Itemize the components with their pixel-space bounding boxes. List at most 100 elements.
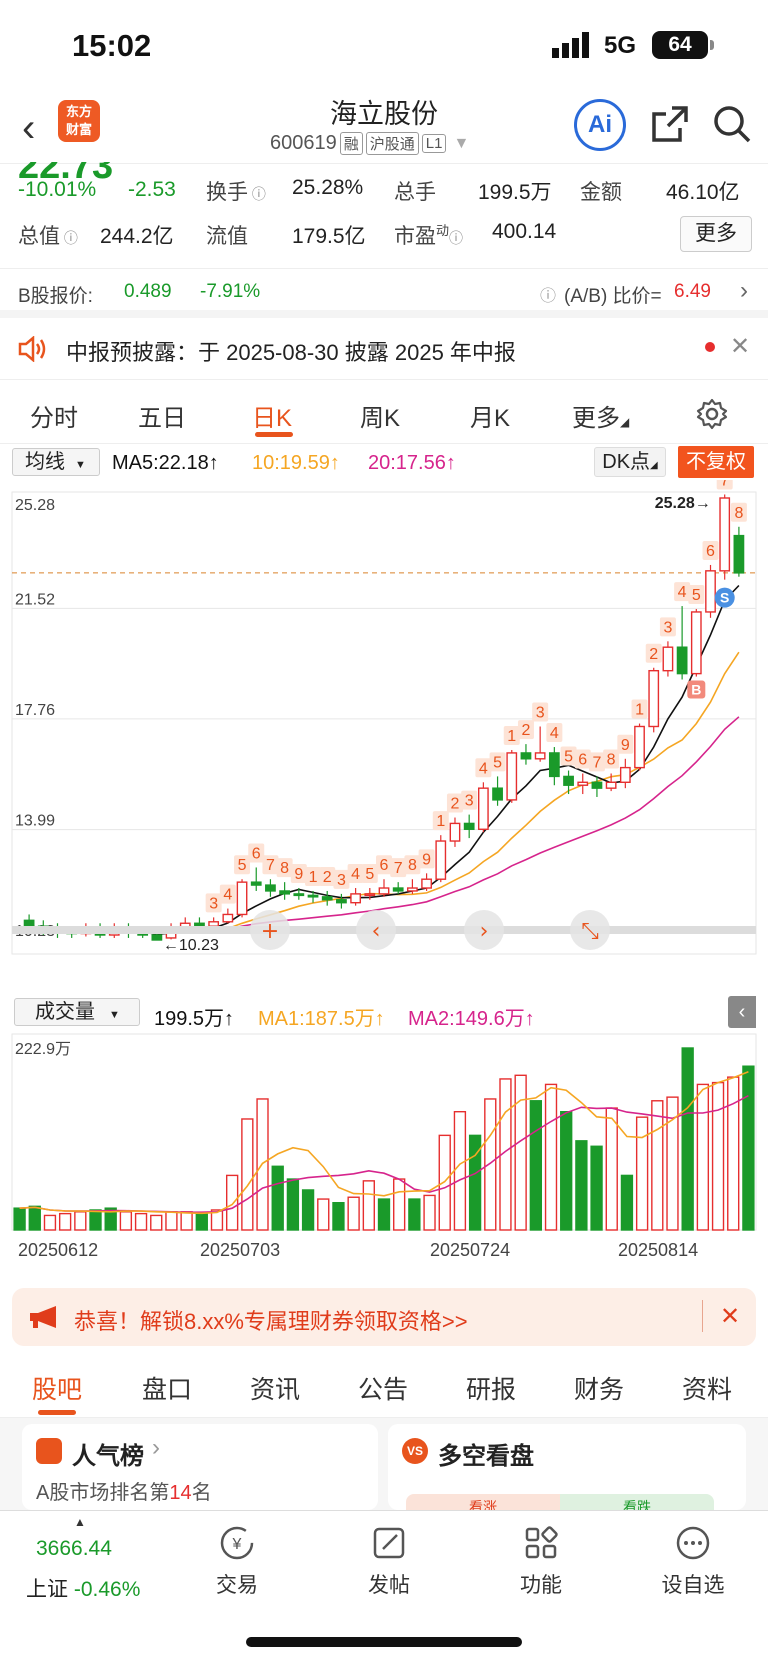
megaphone-icon [30, 1306, 56, 1328]
volume-bar [544, 1083, 558, 1231]
td-count-label: 5 [238, 857, 247, 874]
candle-body [534, 752, 546, 760]
tab-more[interactable]: 更多◢ [572, 405, 630, 432]
volume-bar [28, 1205, 41, 1231]
tag-level: L1 [421, 134, 447, 153]
td-count-badge [645, 643, 662, 663]
collapse-panel-icon[interactable]: ‹ [728, 996, 756, 1028]
kline-chart-area[interactable]: 均线 ▼ MA5:22.18↑ 10:19.59↑ 20:17.56↑ DK点◢ … [0, 444, 768, 1274]
functions-button[interactable]: 功能 [496, 1523, 586, 1599]
share-icon[interactable] [650, 104, 690, 144]
candle-body [563, 775, 574, 786]
candlestick-chart[interactable]: 25.2821.5217.7613.9910.23345678912345678… [0, 480, 768, 970]
bull-button[interactable]: 看涨 [406, 1494, 560, 1510]
volume-bar [408, 1198, 421, 1231]
tab-profile[interactable]: 资料 [682, 1376, 733, 1404]
candle-body [336, 899, 347, 904]
content-tab-indicator [38, 1410, 76, 1415]
tab-research[interactable]: 研报 [466, 1376, 517, 1404]
bull-bear-title: 多空看盘 [438, 1443, 534, 1470]
ma20-label: 20:17.56↑ [368, 452, 456, 474]
ma-select[interactable]: 均线 ▼ [12, 448, 100, 476]
candle-body [321, 896, 333, 901]
grid-icon [525, 1526, 558, 1559]
bull-bear-card[interactable]: VS 多空看盘 看涨 看跌 [388, 1424, 746, 1510]
td-count-badge [659, 617, 676, 637]
notice-bar[interactable]: 中报预披露：于 2025-08-30 披露 2025 年中报 ✕ [0, 318, 768, 380]
content-tabs: 股吧 盘口 资讯 公告 研报 财务 资料 [0, 1356, 768, 1418]
bear-button[interactable]: 看跌 [560, 1494, 714, 1510]
adjust-toggle-button[interactable]: 不复权 [678, 446, 754, 478]
bshare-row[interactable]: B股报价: 0.489 -7.91% ⓘ (A/B) 比价= 6.49 › [0, 268, 768, 318]
td-count-label: 4 [351, 866, 360, 883]
stock-code: 600619 [270, 132, 337, 154]
trade-button[interactable]: ¥ 交易 [192, 1523, 282, 1599]
chevron-down-icon[interactable]: ▼ [453, 134, 470, 152]
volume-bar [89, 1209, 102, 1231]
vol-ma1-label: MA1:187.5万↑ [258, 1008, 385, 1030]
search-icon[interactable] [712, 104, 752, 144]
candle-body [392, 887, 404, 892]
signal-icon [552, 32, 589, 58]
promo-close-icon[interactable]: ✕ [720, 1303, 741, 1330]
dk-point-button[interactable]: DK点◢ [594, 447, 666, 477]
vol-ma2-label: MA2:149.6万↑ [408, 1008, 535, 1030]
candle-body [662, 646, 674, 672]
date-tick-label: 20250814 [618, 1240, 698, 1260]
tab-finance[interactable]: 财务 [574, 1376, 625, 1404]
volume-bar [605, 1107, 618, 1231]
volume-bar [210, 1209, 224, 1231]
candle-body [307, 894, 319, 898]
promo-divider [702, 1300, 703, 1332]
more-button[interactable]: 更多 [680, 216, 752, 252]
candle-body [605, 781, 617, 789]
volume-chart[interactable]: 222.9万 20250612 20250703 20250724 20250814 [0, 1030, 768, 1270]
change-pct: -10.01% [18, 178, 97, 201]
tab-pankou[interactable]: 盘口 [142, 1376, 193, 1404]
notice-text: 中报预披露：于 2025-08-30 披露 2025 年中报 [66, 340, 516, 365]
volume-bar [696, 1083, 710, 1231]
tab-weekly-k[interactable]: 周K [360, 405, 401, 432]
volume-bar [560, 1110, 573, 1231]
volume-bar [453, 1110, 467, 1231]
tab-5day[interactable]: 五日 [138, 405, 186, 432]
tag-connect: 沪股通 [365, 132, 419, 155]
ratio-value: 6.49 [674, 281, 711, 302]
popularity-title: 人气榜 [72, 1443, 144, 1470]
close-icon[interactable]: ✕ [730, 333, 751, 360]
tab-monthly-k[interactable]: 月K [470, 405, 511, 432]
td-count-label: 1 [635, 702, 644, 719]
indicator-select[interactable]: 成交量 ▼ [14, 998, 140, 1026]
tab-news[interactable]: 资讯 [250, 1376, 301, 1404]
tab-intraday[interactable]: 分时 [30, 405, 78, 432]
help-icon[interactable]: ⓘ [540, 288, 557, 305]
td-count-label: 5 [564, 749, 573, 766]
promo-banner[interactable]: 恭喜！解锁8.xx%专属理财券领取资格>> ✕ [12, 1288, 756, 1346]
td-count-label: 1 [309, 869, 318, 886]
amount-value: 46.10亿 [666, 181, 740, 204]
ai-button[interactable]: Ai [574, 99, 626, 151]
tab-announcements[interactable]: 公告 [358, 1376, 409, 1404]
tab-guba[interactable]: 股吧 [32, 1376, 83, 1404]
td-count-badge [347, 864, 364, 884]
tab-daily-k[interactable]: 日K [252, 405, 293, 432]
popularity-card[interactable]: 人气榜 › A股市场排名第14名 [22, 1424, 378, 1510]
mktcap-label: 总值 ⓘ [18, 225, 78, 248]
index-value[interactable]: 3666.44 [36, 1537, 112, 1560]
td-count-badge [546, 723, 563, 743]
home-indicator [246, 1637, 522, 1647]
td-count-label: 3 [536, 704, 545, 721]
td-count-label: 9 [422, 851, 431, 868]
post-button[interactable]: 发帖 [344, 1523, 434, 1599]
td-count-label: 8 [607, 751, 616, 768]
volume-bar [393, 1178, 406, 1231]
stock-header: ‹ 东方 财富 海立股份 600619 融 沪股通 L1 ▼ Ai [0, 92, 768, 164]
low-label: ←10.23 [163, 937, 219, 954]
settings-gear-icon[interactable] [696, 398, 728, 430]
volume-bar [620, 1174, 634, 1231]
volume-bar [590, 1145, 603, 1231]
add-watchlist-button[interactable]: 设自选 [648, 1523, 738, 1599]
volume-bar [241, 1118, 254, 1231]
back-icon[interactable]: ‹ [22, 106, 36, 150]
index-row[interactable]: 上证 -0.46% [26, 1578, 141, 1601]
